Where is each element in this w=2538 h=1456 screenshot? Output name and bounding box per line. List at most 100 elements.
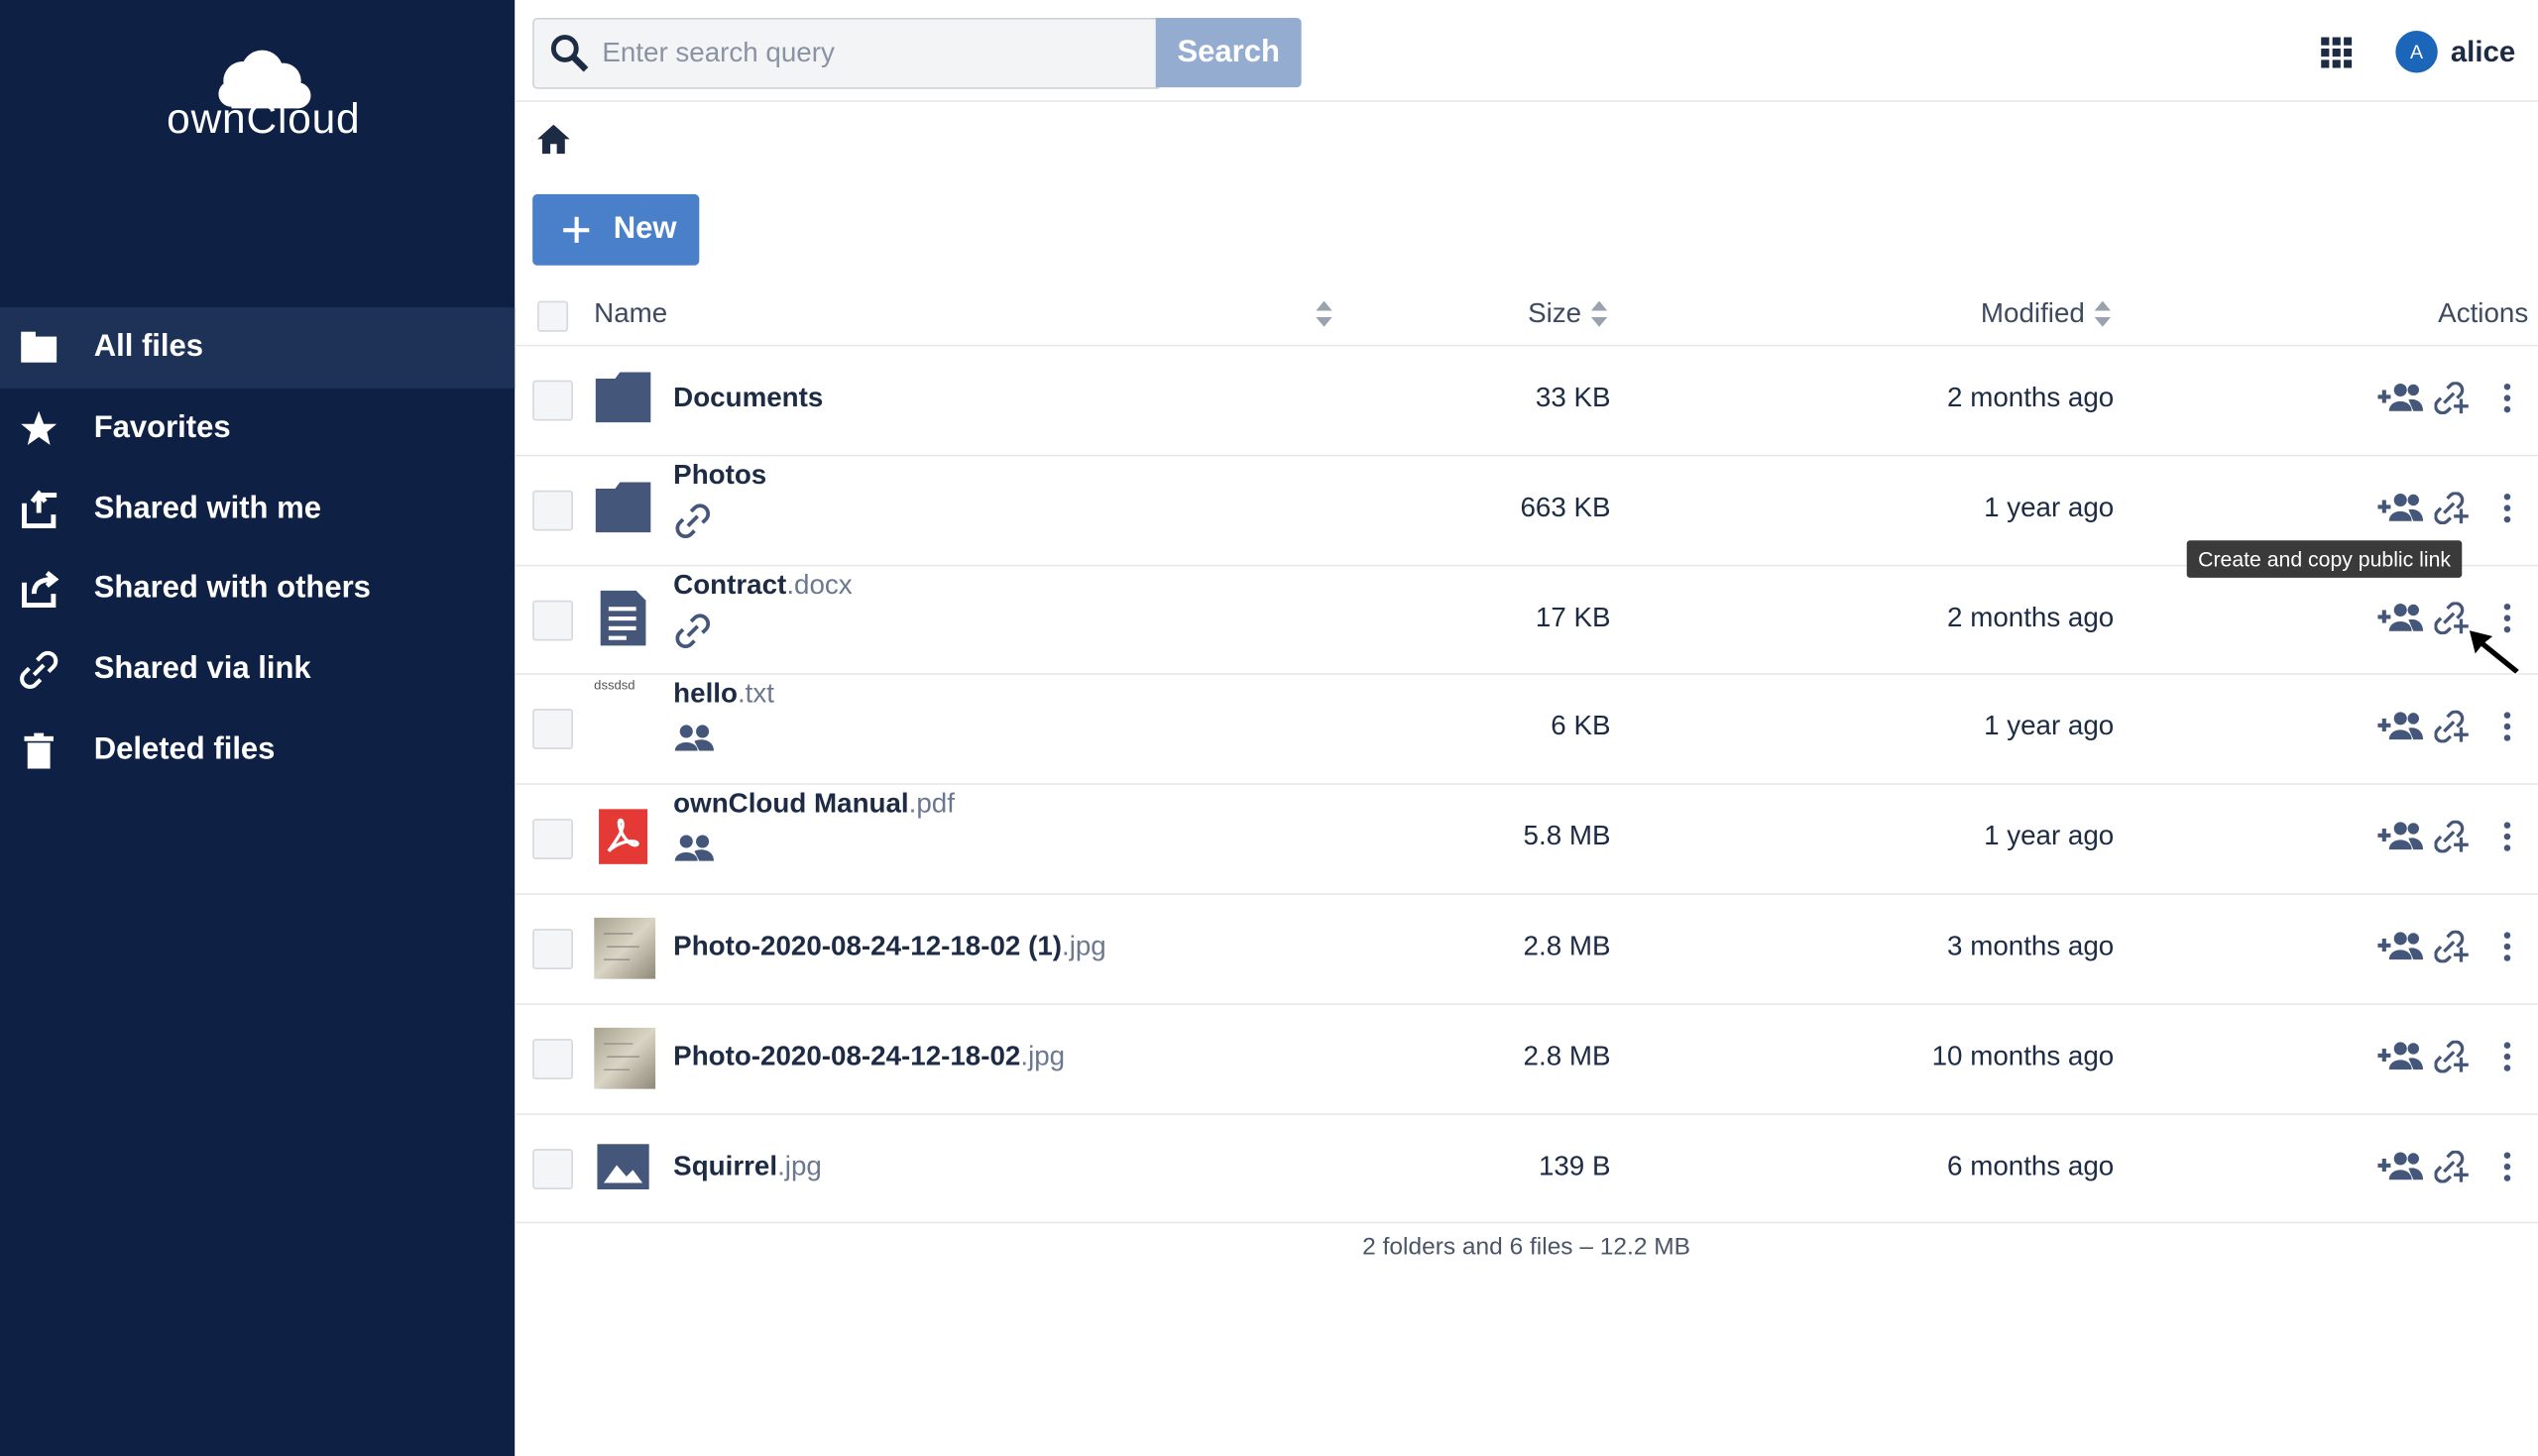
row-checkbox[interactable] — [532, 490, 573, 531]
file-row[interactable]: Photos 663 KB 1 year ago — [0, 459, 2538, 538]
row-checkbox[interactable] — [532, 600, 573, 640]
file-modified: 2 months ago — [1947, 601, 2115, 632]
more-action[interactable] — [2500, 1150, 2513, 1182]
share-action[interactable] — [2377, 821, 2424, 853]
file-row[interactable]: ownCloud Manual.pdf 5.8 MB 1 year ago — [0, 788, 2538, 865]
more-action[interactable] — [2500, 821, 2513, 853]
file-name[interactable]: Documents — [673, 382, 823, 414]
more-action[interactable] — [2500, 931, 2513, 963]
file-row[interactable]: Photo-2020-08-24-12-18-02.jpg 2.8 MB 10 mo… — [0, 1027, 2538, 1089]
file-name[interactable]: ownCloud Manual.pdf — [673, 788, 955, 821]
link-action[interactable] — [2434, 1150, 2471, 1182]
file-base: hello — [673, 678, 738, 710]
file-name[interactable]: Photo-2020-08-24-12-18-02.jpg — [673, 1040, 1065, 1072]
file-name[interactable]: Contract.docx — [673, 569, 852, 602]
link-action[interactable] — [2434, 491, 2471, 524]
nav-label: Shared with others — [93, 571, 371, 607]
apps-icon[interactable] — [2320, 36, 2353, 68]
avatar[interactable]: A — [2395, 31, 2438, 73]
file-icon — [594, 1027, 656, 1096]
file-size: 2.8 MB — [1523, 930, 1611, 961]
file-base: Squirrel — [673, 1150, 778, 1181]
file-size: 5.8 MB — [1523, 821, 1611, 852]
row-checkbox[interactable] — [532, 380, 573, 421]
header-size[interactable]: Size — [1528, 297, 1582, 329]
file-modified: 1 year ago — [1984, 711, 2115, 742]
sort-icon[interactable] — [1589, 299, 1609, 328]
file-row[interactable]: Photo-2020-08-24-12-18-02 (1).jpg 2.8 MB 3… — [0, 917, 2538, 979]
link-action[interactable] — [2434, 382, 2471, 414]
file-modified: 1 year ago — [1984, 821, 2115, 852]
file-name[interactable]: Squirrel.jpg — [673, 1150, 822, 1182]
share-action[interactable] — [2377, 1040, 2424, 1072]
share-indicator[interactable] — [673, 832, 715, 872]
share-action[interactable] — [2377, 711, 2424, 743]
file-base: Documents — [673, 382, 824, 413]
file-base: Photo-2020-08-24-12-18-02 — [673, 1040, 1021, 1071]
search-input[interactable]: Enter search query — [532, 17, 1159, 89]
share-indicator[interactable] — [673, 723, 715, 763]
share-action[interactable] — [2377, 931, 2424, 963]
select-all[interactable] — [537, 300, 569, 332]
row-checkbox[interactable] — [532, 929, 573, 969]
divider — [515, 100, 2538, 102]
link-action[interactable] — [2434, 930, 2471, 963]
nav-item[interactable]: Deleted files — [0, 711, 515, 792]
header-name[interactable]: Name — [594, 297, 668, 329]
nav-icon — [20, 651, 58, 690]
nav-item[interactable]: Shared with me — [0, 469, 515, 550]
file-row[interactable]: Squirrel.jpg 139 B 6 months ago — [0, 1143, 2538, 1189]
sort-icon[interactable] — [1315, 299, 1334, 328]
header-modified[interactable]: Modified — [1980, 297, 2085, 329]
new-button[interactable]: New — [532, 193, 700, 266]
new-label: New — [613, 211, 677, 247]
file-base: Photo-2020-08-24-12-18-02 (1) — [673, 930, 1062, 961]
file-name[interactable]: hello.txt — [673, 679, 774, 712]
more-action[interactable] — [2500, 382, 2513, 414]
file-icon — [594, 369, 652, 432]
share-action[interactable] — [2377, 602, 2424, 634]
share-action[interactable] — [2377, 492, 2424, 524]
link-action[interactable] — [2434, 601, 2471, 634]
more-action[interactable] — [2500, 602, 2513, 634]
sort-icon[interactable] — [2093, 299, 2113, 328]
row-checkbox[interactable] — [532, 819, 573, 860]
share-action[interactable] — [2377, 382, 2424, 414]
home-icon[interactable] — [535, 123, 571, 156]
nav-label: Shared with me — [93, 491, 321, 525]
row-checkbox[interactable] — [532, 1038, 573, 1079]
file-icon — [594, 917, 656, 987]
row-checkbox[interactable] — [532, 709, 573, 750]
file-extension: .docx — [786, 569, 853, 601]
search-button[interactable]: Search — [1155, 17, 1302, 88]
nav-item[interactable]: Shared with others — [0, 549, 515, 630]
file-extension: .txt — [737, 678, 774, 710]
share-indicator[interactable] — [673, 613, 712, 656]
row-checkbox[interactable] — [532, 1148, 573, 1189]
nav-item[interactable]: Shared via link — [0, 629, 515, 711]
nav-label: All files — [93, 330, 204, 365]
file-name[interactable]: Photo-2020-08-24-12-18-02 (1).jpg — [673, 931, 1106, 963]
share-action[interactable] — [2377, 1150, 2424, 1182]
file-name[interactable]: Photos — [673, 459, 766, 492]
link-action[interactable] — [2434, 711, 2471, 744]
file-row[interactable]: dssdsd hello.txt 6 KB 1 year ago — [0, 679, 2538, 752]
file-row[interactable]: Documents 33 KB 2 months ago — [0, 372, 2538, 423]
file-size: 17 KB — [1535, 601, 1611, 632]
user-name[interactable]: alice — [2450, 35, 2516, 68]
link-action[interactable] — [2434, 821, 2471, 853]
more-action[interactable] — [2500, 1040, 2513, 1072]
sidebar: ownCloud All files Favorites Shared with m… — [0, 0, 516, 1456]
nav-item[interactable]: All files — [0, 307, 516, 389]
file-modified: 10 months ago — [1931, 1040, 2115, 1071]
nav-label: Shared via link — [93, 652, 311, 687]
share-indicator[interactable] — [673, 503, 712, 546]
more-action[interactable] — [2500, 711, 2513, 743]
row-divider — [515, 1112, 2538, 1115]
more-action[interactable] — [2500, 492, 2513, 524]
nav-item[interactable]: Favorites — [0, 389, 515, 470]
link-action[interactable] — [2434, 1040, 2471, 1073]
file-row[interactable]: Contract.docx 17 KB 2 months ago — [0, 569, 2538, 648]
